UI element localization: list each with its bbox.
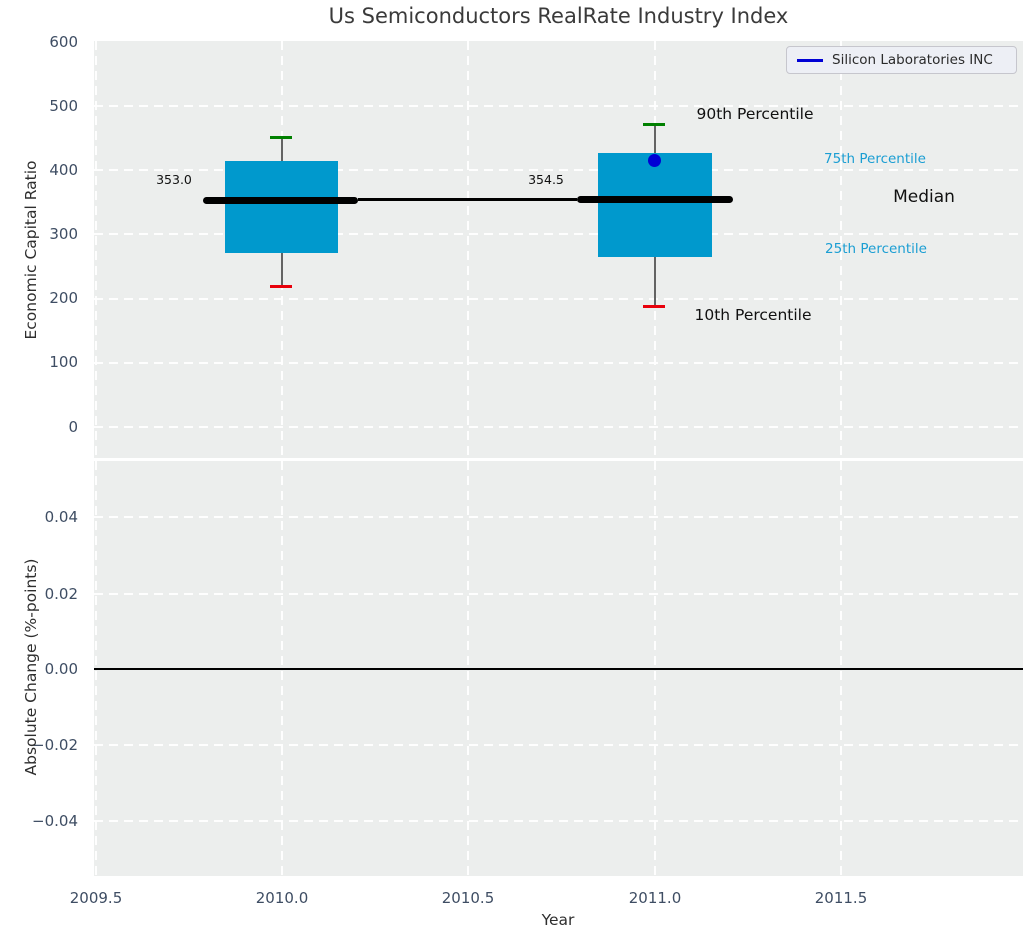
ytick-0-00: 0.00	[44, 660, 78, 678]
gridline-h-500	[94, 105, 1023, 107]
iqr-box-2011	[598, 153, 712, 257]
p10-cap-2011	[643, 305, 665, 308]
median-annotation: Median	[893, 187, 955, 207]
gridline-h-n004	[94, 820, 1023, 822]
gridline-v-2010-5	[467, 41, 469, 458]
xtick-2010-5: 2010.5	[441, 889, 495, 907]
legend: Silicon Laboratories INC	[786, 46, 1017, 74]
gridline-h-300	[94, 233, 1023, 235]
xtick-2010-0: 2010.0	[255, 889, 309, 907]
ytick-0-02: 0.02	[44, 585, 78, 603]
xtick-2009-5: 2009.5	[69, 889, 123, 907]
ytick-n0-02: −0.02	[32, 736, 78, 754]
gridline-v-2009-5	[95, 41, 97, 458]
median-value-label-2010: 353.0	[156, 172, 192, 187]
top-ylabel: Economic Capital Ratio	[22, 160, 40, 340]
median-line-2010	[203, 197, 358, 204]
chart-title: Us Semiconductors RealRate Industry Inde…	[328, 4, 789, 28]
ytick-100: 100	[49, 353, 78, 371]
gridline-h-002	[94, 593, 1023, 595]
ytick-n0-04: −0.04	[32, 812, 78, 830]
ytick-200: 200	[49, 289, 78, 307]
ytick-400: 400	[49, 161, 78, 179]
xtick-2011-0: 2011.0	[628, 889, 682, 907]
top-panel: 353.0 354.5 90th Percentile 75th Percent…	[94, 41, 1023, 458]
p90-cap-2010	[270, 136, 292, 139]
ytick-300: 300	[49, 225, 78, 243]
gridline-h-400	[94, 169, 1023, 171]
ytick-0: 0	[68, 418, 78, 436]
median-connector-line	[358, 198, 577, 201]
gridline-h-0	[94, 426, 1023, 428]
ytick-500: 500	[49, 97, 78, 115]
p25-annotation: 25th Percentile	[825, 241, 927, 257]
p75-annotation: 75th Percentile	[824, 151, 926, 167]
bottom-ylabel: Absolute Change (%-points)	[22, 558, 40, 776]
legend-label: Silicon Laboratories INC	[832, 52, 993, 68]
gridline-h-n002	[94, 744, 1023, 746]
ytick-600: 600	[49, 33, 78, 51]
xtick-2011-5: 2011.5	[814, 889, 868, 907]
median-value-label-2011: 354.5	[528, 172, 564, 187]
p10-annotation: 10th Percentile	[694, 306, 812, 324]
bottom-panel	[94, 461, 1023, 876]
p10-cap-2010	[270, 285, 292, 288]
xlabel: Year	[541, 911, 575, 929]
p90-cap-2011	[643, 123, 665, 126]
legend-line-icon	[797, 58, 823, 62]
gridline-h-004	[94, 516, 1023, 518]
company-point-marker	[648, 154, 661, 167]
p90-annotation: 90th Percentile	[696, 105, 814, 123]
ytick-0-04: 0.04	[44, 508, 78, 526]
gridline-h-200	[94, 298, 1023, 300]
median-line-2011	[577, 196, 733, 203]
gridline-v-2011-5	[840, 41, 842, 458]
gridline-h-100	[94, 362, 1023, 364]
zero-baseline	[94, 668, 1023, 670]
iqr-box-2010	[225, 161, 338, 253]
